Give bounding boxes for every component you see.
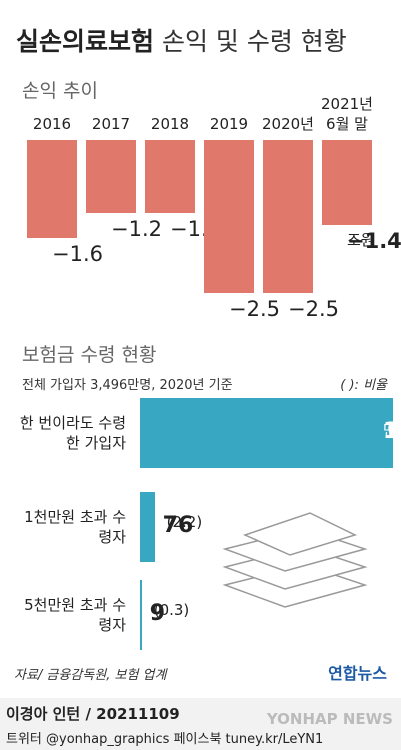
share-label: (0.3) bbox=[153, 601, 190, 619]
bar bbox=[86, 140, 136, 214]
bar bbox=[263, 140, 313, 293]
section-title: 보험금 수령 현황 bbox=[22, 344, 157, 366]
note: ( ): 비율 bbox=[340, 378, 387, 393]
bar bbox=[145, 140, 195, 214]
subtitle: 전체 가입자 3,496만명, 2020년 기준 bbox=[22, 378, 233, 393]
logo: 연합뉴스 bbox=[328, 664, 387, 683]
title-rest: 손익 및 수령 현황 bbox=[161, 27, 347, 56]
value-label: 76 bbox=[162, 513, 194, 538]
share-label: (37.6%) bbox=[387, 419, 401, 437]
credit: 이경아 인턴 / 20211109 bbox=[6, 705, 180, 723]
x-tick-label: 2016 bbox=[32, 115, 72, 133]
money-illustration bbox=[222, 512, 368, 608]
category-label: 5천만원 초과 수령자 bbox=[24, 596, 126, 634]
title-bold: 실손의료보험 bbox=[16, 27, 155, 56]
x-tick-label: 2020년 bbox=[262, 115, 314, 133]
x-tick-label: 2017 bbox=[91, 115, 131, 133]
value-label: −1.6 bbox=[52, 241, 103, 266]
bar bbox=[204, 140, 254, 293]
share-label: (2.2) bbox=[166, 513, 203, 531]
bar bbox=[322, 140, 372, 226]
value-label: −2.5 bbox=[229, 296, 280, 321]
watermark: YONHAP NEWS bbox=[266, 710, 393, 728]
unit-label: 만명 bbox=[383, 421, 401, 439]
value-label: −2.5 bbox=[288, 296, 339, 321]
social: 트위터 @yonhap_graphics 페이스북 tuney.kr/LeYN1 bbox=[6, 732, 324, 747]
title: 실손의료보험 손익 및 수령 현황 bbox=[16, 22, 347, 58]
value-label: −1.2 bbox=[111, 217, 162, 242]
category-label: 한 번이라도 수령한 가입자 bbox=[19, 414, 126, 452]
x-tick-label: 2021년 6월 말 bbox=[321, 95, 373, 133]
source: 자료/ 금융감독원, 보험 업계 bbox=[14, 668, 167, 683]
value-label: 1,313 bbox=[383, 419, 401, 444]
unit-label: 조원 bbox=[347, 231, 375, 250]
bar bbox=[27, 140, 77, 238]
bar bbox=[140, 398, 393, 468]
value-label: −1.4 bbox=[347, 229, 401, 254]
x-tick-label: 2018 bbox=[150, 115, 190, 133]
category-label: 1천만원 초과 수령자 bbox=[24, 508, 126, 546]
bar bbox=[140, 492, 155, 562]
footer bbox=[0, 698, 401, 750]
section-title: 손익 추이 bbox=[22, 80, 98, 102]
bar bbox=[140, 580, 142, 650]
x-tick-label: 2019 bbox=[209, 115, 249, 133]
value-label: 9 bbox=[149, 601, 166, 626]
